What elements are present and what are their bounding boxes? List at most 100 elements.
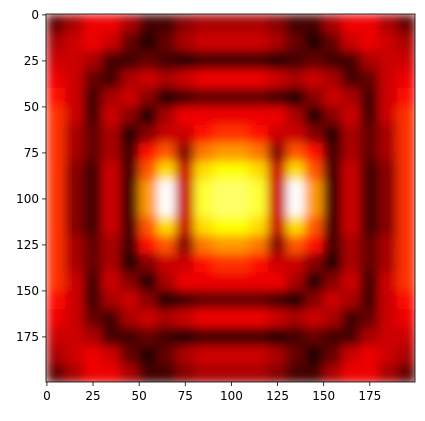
heat-cell (249, 14, 269, 34)
heat-cell (396, 235, 415, 255)
heat-cell (341, 124, 362, 145)
heat-cell (267, 290, 288, 310)
heat-cell (120, 253, 140, 274)
heat-cell (323, 180, 343, 200)
heat-cell (175, 290, 196, 310)
heat-cell (64, 124, 85, 145)
heat-cell (157, 69, 177, 90)
heat-cell (267, 235, 288, 255)
heat-cell (286, 253, 306, 274)
heat-cell (46, 124, 66, 145)
heat-cell (46, 364, 66, 382)
x-tick-label: 50 (132, 389, 147, 403)
heat-cell (83, 235, 103, 255)
x-tick-label: 125 (266, 389, 289, 403)
heat-cell (120, 198, 140, 218)
heat-cell (157, 216, 177, 237)
heat-cell (230, 143, 251, 163)
heat-cell (212, 32, 232, 53)
heat-cell (230, 235, 251, 255)
heat-cell (378, 14, 398, 34)
heat-cell (64, 290, 85, 310)
heat-cell (267, 124, 288, 145)
heat-cell (83, 32, 103, 53)
heat-cell (175, 88, 196, 108)
heat-cell (120, 235, 140, 255)
heat-cell (249, 290, 269, 310)
heat-cell (341, 14, 362, 34)
heat-cell (175, 345, 196, 366)
heat-cell (341, 272, 362, 292)
heat-cell (175, 124, 196, 145)
heat-cell (286, 106, 306, 126)
heat-cell (230, 253, 251, 274)
heat-cell (64, 143, 85, 163)
heat-cell (249, 161, 269, 182)
heat-cell (249, 235, 269, 255)
heat-cell (194, 198, 214, 218)
heat-cell (194, 235, 214, 255)
heat-cell (267, 106, 288, 126)
heat-cell (64, 327, 85, 347)
heat-cell (396, 345, 415, 366)
heat-cell (323, 216, 343, 237)
heat-cell (194, 14, 214, 34)
heat-cell (46, 253, 66, 274)
heat-cell (46, 51, 66, 71)
heat-cell (286, 198, 306, 218)
heat-cell (194, 161, 214, 182)
x-tick-label: 75 (178, 389, 193, 403)
heat-cell (46, 106, 66, 126)
heat-cell (212, 290, 232, 310)
heat-cell (138, 32, 159, 53)
heat-cell (286, 88, 306, 108)
heat-cell (212, 124, 232, 145)
heat-cell (46, 327, 66, 347)
heat-cell (46, 198, 66, 218)
heat-cell (323, 272, 343, 292)
heat-cell (46, 32, 66, 53)
heat-cell (286, 32, 306, 53)
heatmap-image (46, 14, 415, 382)
y-tick-label: 175 (16, 330, 39, 344)
heat-cell (323, 327, 343, 347)
heat-cell (157, 161, 177, 182)
heat-cell (396, 161, 415, 182)
heat-cell (64, 69, 85, 90)
heat-cell (175, 272, 196, 292)
heat-cell (120, 88, 140, 108)
heat-cell (120, 32, 140, 53)
heat-cell (230, 161, 251, 182)
heat-cell (46, 180, 66, 200)
heat-cell (286, 290, 306, 310)
heat-cell (341, 235, 362, 255)
heat-cell (194, 32, 214, 53)
heat-cell (267, 143, 288, 163)
heat-cell (120, 345, 140, 366)
heat-cell (212, 69, 232, 90)
heat-cell (120, 180, 140, 200)
plot-frame (45, 13, 416, 383)
y-tick-label: 125 (16, 238, 39, 252)
heat-cell (304, 88, 325, 108)
heat-cell (304, 32, 325, 53)
heat-cell (83, 198, 103, 218)
heat-cell (323, 124, 343, 145)
heat-cell (138, 51, 159, 71)
heat-cell (267, 88, 288, 108)
heat-cell (323, 88, 343, 108)
heat-cell (323, 290, 343, 310)
heat-cell (138, 143, 159, 163)
heat-cell (304, 290, 325, 310)
heat-cell (194, 143, 214, 163)
heat-cell (286, 216, 306, 237)
heat-cell (304, 143, 325, 163)
heat-cell (304, 14, 325, 34)
heat-cell (323, 69, 343, 90)
heat-cell (341, 216, 362, 237)
heat-cell (83, 88, 103, 108)
heat-cell (101, 88, 122, 108)
heat-cell (249, 253, 269, 274)
heat-cell (249, 364, 269, 382)
heat-cell (304, 345, 325, 366)
